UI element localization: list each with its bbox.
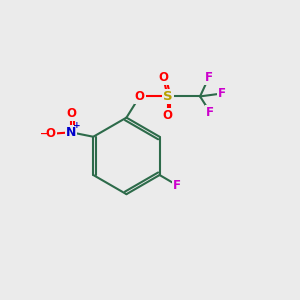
Text: S: S [163,90,172,103]
Text: F: F [206,106,214,119]
Text: F: F [218,87,226,100]
Text: −: − [40,129,48,139]
Text: F: F [205,71,213,84]
Text: N: N [66,126,76,139]
Text: O: O [66,107,76,120]
Text: O: O [46,127,56,140]
Text: O: O [135,90,145,103]
Text: O: O [158,71,168,84]
Text: +: + [73,122,80,130]
Text: F: F [173,179,181,192]
Text: O: O [163,109,173,122]
